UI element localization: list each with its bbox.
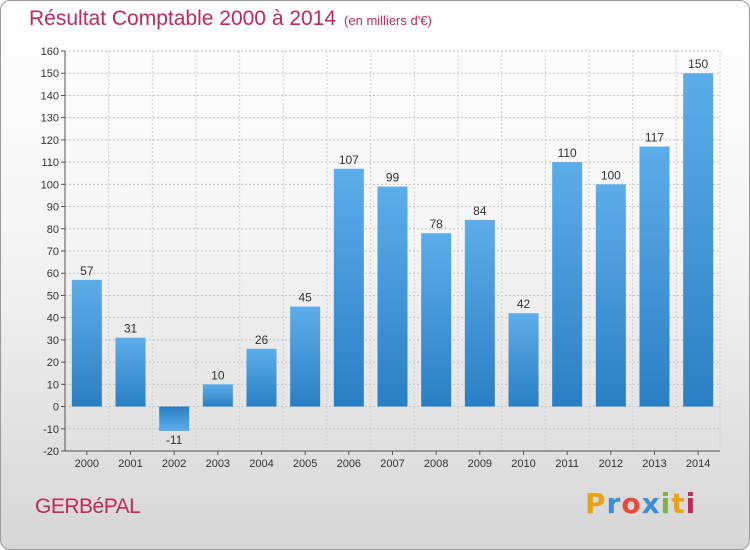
y-tick-label: 80 [47,224,59,236]
x-tick-label: 2002 [162,458,186,470]
x-tick-label: 2006 [337,458,361,470]
y-tick-label: 90 [47,202,59,214]
bar-2009 [464,219,495,407]
value-label: 117 [645,131,664,145]
logo-letter: t [671,487,686,520]
y-tick-label: 70 [47,246,59,258]
bar-2002 [159,406,190,431]
data-labels: 57 31 -11 10 26 45 107 99 78 84 42 110 100 117 150 [80,57,708,447]
value-label: 84 [473,204,487,218]
x-tick-label: 2005 [293,458,317,470]
chart-subtitle: (en milliers d'€) [344,13,432,28]
x-tick-label: 2014 [686,458,710,470]
axes: -20 -10 0 10 20 30 40 50 60 70 80 90 100 110 120 130 140… [41,46,720,470]
logo-letter: r [606,487,622,520]
bar-2000 [71,279,102,407]
y-tick-label: 100 [41,179,59,191]
chart-title-text: Résultat Comptable 2000 à 2014 [29,7,337,30]
bar-2001 [115,337,146,407]
value-label: 110 [558,146,577,160]
x-tick-label: 2010 [511,458,535,470]
value-label: 10 [211,368,225,382]
bar-2004 [246,348,277,407]
place-name: GERBéPAL [35,495,141,518]
value-label: 107 [339,153,359,167]
y-tick-label: 130 [41,113,59,125]
x-tick-label: 2011 [555,458,579,470]
x-tick-label: 2001 [118,458,142,470]
y-tick-label: 20 [47,357,59,369]
y-tick-label: -20 [43,446,59,458]
logo-letter: o [621,487,642,520]
bar-2014 [683,73,714,407]
bar-2005 [290,306,321,407]
bar-2010 [508,313,539,407]
y-tick-label: 140 [41,90,59,102]
logo-letter: P [585,487,607,520]
x-tick-label: 2012 [599,458,623,470]
y-tick-label: 160 [41,46,59,58]
y-tick-label: 150 [41,68,59,80]
value-label: 57 [80,264,94,278]
y-tick-label: 60 [47,268,59,280]
bar-2011 [552,162,583,407]
x-tick-label: 2003 [206,458,230,470]
value-label: 100 [601,168,621,182]
logo-letter: i [685,487,697,520]
bar-2006 [333,168,364,407]
value-label: 150 [688,57,708,71]
bar-2012 [595,184,626,407]
logo-letter: i [660,487,672,520]
value-label: 45 [298,291,312,305]
y-tick-label: -10 [43,424,59,436]
x-tick-label: 2007 [380,458,404,470]
logo-letter: x [641,487,661,520]
bar-2013 [639,146,670,407]
value-label: 42 [517,297,531,311]
y-tick-label: 110 [41,157,59,169]
value-label: 31 [124,322,138,336]
x-tick-label: 2009 [468,458,492,470]
y-tick-label: 40 [47,313,59,325]
bar-2008 [421,233,452,407]
value-label: -11 [166,433,183,447]
value-label: 99 [386,171,400,185]
x-tick-label: 2004 [249,458,273,470]
x-tick-label: 2008 [424,458,448,470]
proxiti-logo: Proxiti [585,487,696,520]
bar-2007 [377,186,408,407]
y-tick-label: 120 [41,135,59,147]
chart-title: Résultat Comptable 2000 à 2014 (en millie… [29,7,432,31]
value-label: 26 [255,333,269,347]
y-tick-label: 30 [47,335,59,347]
x-tick-label: 2000 [75,458,99,470]
y-tick-label: 10 [47,379,59,391]
y-tick-label: 50 [47,290,59,302]
bars [71,73,714,431]
bar-2003 [202,384,233,407]
x-tick-label: 2013 [642,458,666,470]
value-label: 78 [429,217,443,231]
y-tick-label: 0 [53,402,59,414]
